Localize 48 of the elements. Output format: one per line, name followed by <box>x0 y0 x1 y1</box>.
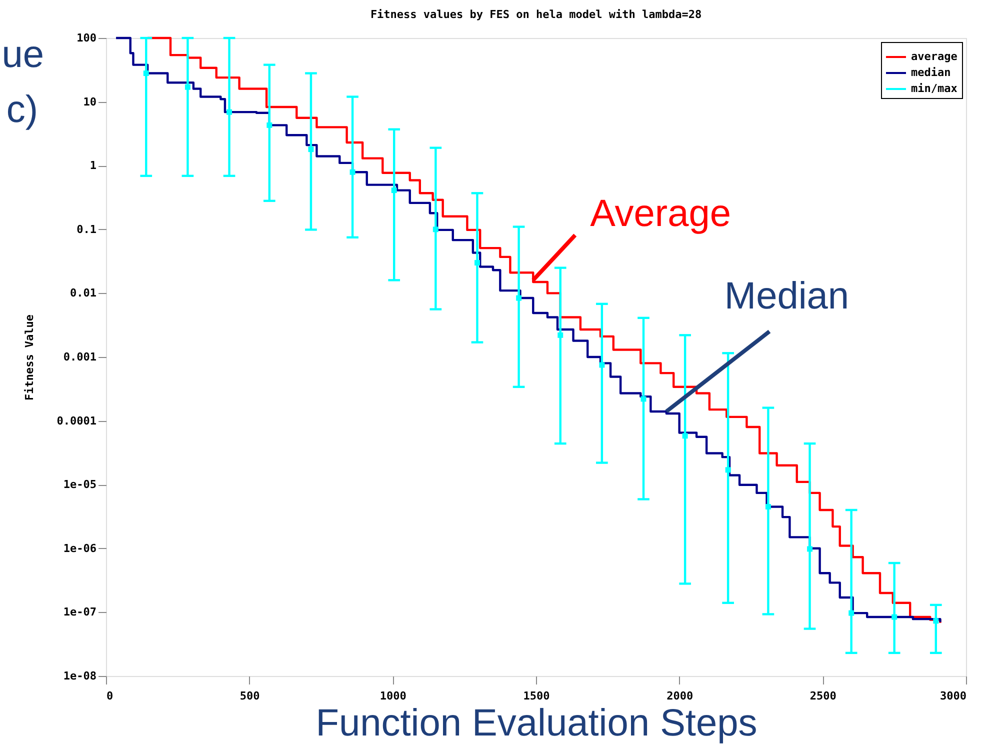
x-tick-label: 3000 <box>940 690 966 702</box>
y-tick-label: 10 <box>83 95 96 108</box>
y-tick-label: 1 <box>90 159 97 172</box>
point <box>558 332 564 338</box>
point <box>350 169 356 175</box>
y-tick-label: 0.001 <box>63 350 97 364</box>
point <box>432 226 438 232</box>
point <box>226 109 232 115</box>
point <box>640 396 646 402</box>
x-tick-label: 2500 <box>810 690 836 702</box>
legend-label: median <box>911 66 951 79</box>
y-tick-label: 0.1 <box>76 222 97 236</box>
point <box>266 122 272 128</box>
chart-title: Fitness values by FES on hela model with lambda=28 <box>370 8 702 21</box>
y-tick-label: 100 <box>76 32 96 44</box>
x-tick-label: 1000 <box>380 690 406 702</box>
text: c) <box>6 89 38 131</box>
point <box>599 362 605 368</box>
point <box>143 70 149 76</box>
point <box>765 504 771 510</box>
annotation: Median <box>724 275 850 318</box>
y-tick-label: 0.0001 <box>56 414 97 428</box>
y-tick-label: 1e-05 <box>63 478 96 492</box>
x-tick-label: 500 <box>240 690 260 702</box>
point <box>474 260 480 266</box>
x-axis-title: Function Evaluation Steps <box>316 702 758 744</box>
x-tick-label: 1500 <box>523 690 550 702</box>
y-axis-title: Fitness Value <box>22 314 36 401</box>
x-tick-label: 0 <box>106 690 114 702</box>
y-tick-label: 1e-07 <box>63 606 96 619</box>
annotation: Average <box>590 193 731 236</box>
legend-label: average <box>911 50 958 63</box>
y-tick-label: 1e-06 <box>63 542 97 555</box>
text: ue <box>2 34 44 76</box>
point <box>682 433 688 439</box>
point <box>391 188 397 194</box>
y-tick-label: 0.01 <box>70 286 97 300</box>
point <box>933 618 939 624</box>
point <box>848 610 854 616</box>
point <box>892 614 898 620</box>
x-tick-label: 2000 <box>666 690 694 702</box>
y-tick-label: 1e-08 <box>63 670 96 682</box>
point <box>807 546 813 552</box>
point <box>184 84 190 90</box>
point <box>725 467 731 473</box>
point <box>516 295 522 301</box>
legend-label: min/max <box>911 82 958 95</box>
point <box>308 146 314 152</box>
